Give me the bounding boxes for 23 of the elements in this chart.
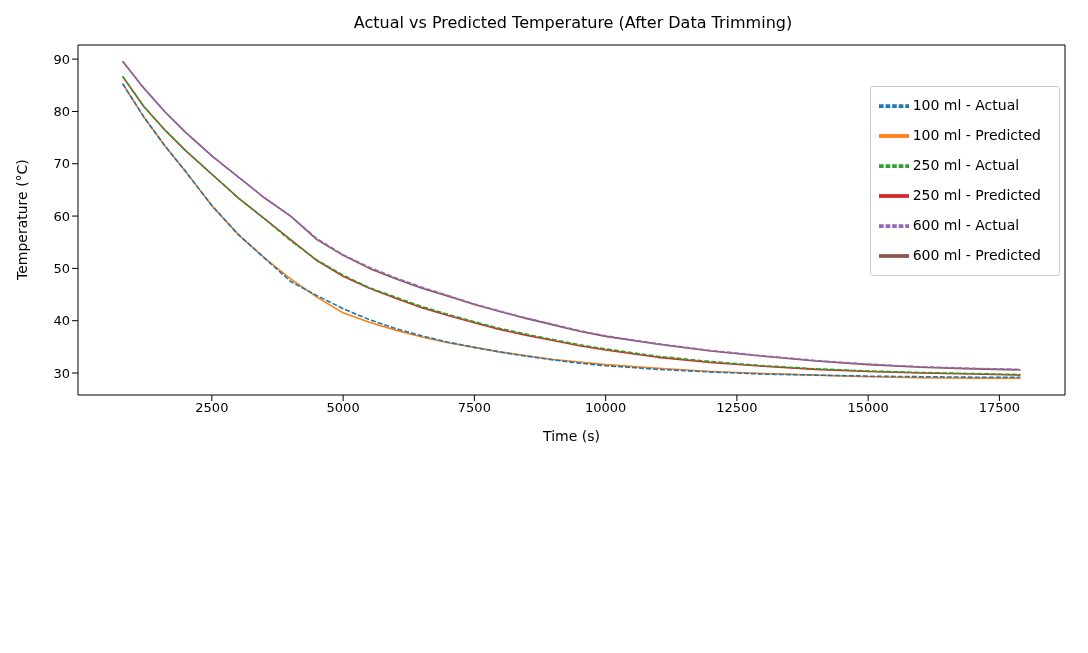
- x-tick-label: 5000: [326, 400, 360, 416]
- x-tick-label: 15000: [847, 400, 889, 416]
- y-tick-label: 70: [53, 156, 70, 172]
- chart-title: Actual vs Predicted Temperature (After Data Trimming): [352, 12, 794, 34]
- y-axis-title: Temperature (°C): [13, 159, 30, 281]
- legend-label: 600 ml - Predicted: [912, 247, 1041, 263]
- y-tick-label: 60: [53, 208, 70, 224]
- y-tick-label: 80: [53, 104, 70, 120]
- x-tick-label: 12500: [716, 400, 758, 416]
- x-tick-label: 2500: [195, 400, 229, 416]
- y-tick-label: 50: [53, 261, 70, 277]
- legend-label: 250 ml - Actual: [912, 157, 1020, 173]
- x-tick-label: 17500: [978, 400, 1021, 416]
- x-axis-title: Time (s): [542, 428, 600, 444]
- legend-label: 100 ml - Predicted: [912, 127, 1041, 143]
- x-tick-label: 10000: [584, 400, 627, 416]
- legend-label: 600 ml - Actual: [912, 217, 1020, 233]
- x-tick-label: 7500: [457, 400, 491, 416]
- legend-label: 250 ml - Predicted: [912, 187, 1041, 203]
- y-tick-label: 40: [53, 313, 70, 329]
- y-tick-label: 30: [53, 365, 70, 381]
- y-tick-label: 90: [53, 51, 70, 67]
- legend-label: 100 ml - Actual: [912, 97, 1020, 113]
